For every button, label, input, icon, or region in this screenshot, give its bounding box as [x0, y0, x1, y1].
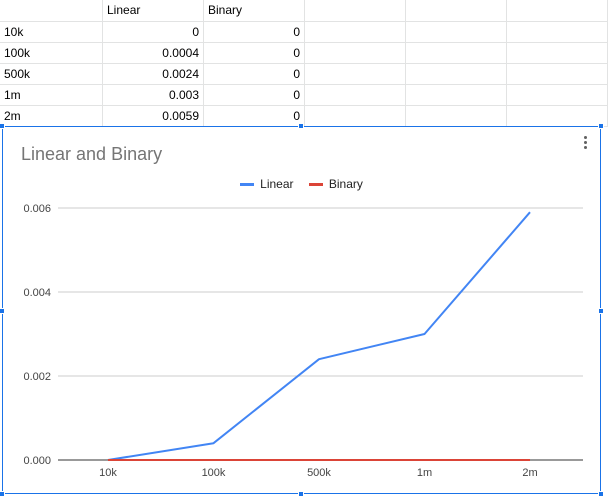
cell-size[interactable]: 10k — [0, 22, 103, 43]
y-tick-label: 0.006 — [23, 203, 51, 215]
cell-empty[interactable] — [507, 0, 608, 22]
resize-handle[interactable] — [598, 491, 604, 497]
cell-empty[interactable] — [305, 85, 406, 106]
cell-linear-value[interactable]: 0.0024 — [103, 64, 204, 85]
cell-header-a[interactable] — [0, 0, 103, 22]
cell-empty[interactable] — [406, 85, 507, 106]
cell-size[interactable]: 1m — [0, 85, 103, 106]
series-line-linear — [107, 211, 531, 461]
cell-empty[interactable] — [507, 106, 608, 127]
cell-empty[interactable] — [305, 43, 406, 64]
cell-size[interactable]: 2m — [0, 106, 103, 127]
cell-linear-value[interactable]: 0.0059 — [103, 106, 204, 127]
cell-empty[interactable] — [406, 43, 507, 64]
cell-binary-value[interactable]: 0 — [204, 64, 305, 85]
cell-binary-value[interactable]: 0 — [204, 43, 305, 64]
resize-handle[interactable] — [598, 308, 604, 314]
resize-handle[interactable] — [0, 308, 5, 314]
cell-empty[interactable] — [507, 85, 608, 106]
chart-plot: 0.000 0.002 0.004 0.006 10k 100k 500k 1m 2m — [23, 203, 583, 479]
cell-empty[interactable] — [406, 22, 507, 43]
embedded-chart[interactable]: Linear and Binary Linear Binary 0.000 0.0… — [0, 123, 604, 497]
resize-handle[interactable] — [298, 491, 304, 497]
cell-empty[interactable] — [305, 64, 406, 85]
cell-binary-value[interactable]: 0 — [204, 106, 305, 127]
cell-size[interactable]: 500k — [0, 64, 103, 85]
x-tick-label: 10k — [99, 467, 117, 479]
resize-handle[interactable] — [0, 123, 5, 129]
cell-empty[interactable] — [305, 0, 406, 22]
legend-item-binary[interactable]: Binary — [308, 177, 363, 191]
cell-empty[interactable] — [507, 64, 608, 85]
cell-header-binary[interactable]: Binary — [204, 0, 305, 22]
y-tick-label: 0.000 — [23, 455, 51, 467]
chart-legend: Linear Binary — [3, 177, 600, 191]
legend-item-linear[interactable]: Linear — [240, 177, 294, 191]
cell-linear-value[interactable]: 0 — [103, 22, 204, 43]
legend-swatch-linear — [240, 183, 255, 187]
cell-empty[interactable] — [406, 64, 507, 85]
y-tick-label: 0.002 — [23, 371, 51, 383]
cell-empty[interactable] — [305, 106, 406, 127]
cell-empty[interactable] — [507, 22, 608, 43]
legend-label: Binary — [328, 177, 363, 191]
cell-binary-value[interactable]: 0 — [204, 85, 305, 106]
resize-handle[interactable] — [0, 491, 5, 497]
cell-empty[interactable] — [406, 106, 507, 127]
cell-binary-value[interactable]: 0 — [204, 22, 305, 43]
cell-empty[interactable] — [305, 22, 406, 43]
resize-handle[interactable] — [298, 123, 304, 129]
cell-empty[interactable] — [406, 0, 507, 22]
cell-size[interactable]: 100k — [0, 43, 103, 64]
more-vert-icon[interactable] — [582, 134, 588, 152]
legend-label: Linear — [260, 177, 294, 191]
cell-header-linear[interactable]: Linear — [103, 0, 204, 22]
x-tick-label: 500k — [307, 467, 331, 479]
x-tick-label: 2m — [522, 467, 537, 479]
y-tick-label: 0.004 — [23, 287, 51, 299]
cell-linear-value[interactable]: 0.003 — [103, 85, 204, 106]
cell-linear-value[interactable]: 0.0004 — [103, 43, 204, 64]
legend-swatch-binary — [308, 183, 323, 187]
cell-empty[interactable] — [507, 43, 608, 64]
x-tick-label: 100k — [202, 467, 226, 479]
x-tick-label: 1m — [417, 467, 432, 479]
chart-title: Linear and Binary — [21, 144, 163, 164]
resize-handle[interactable] — [598, 123, 604, 129]
